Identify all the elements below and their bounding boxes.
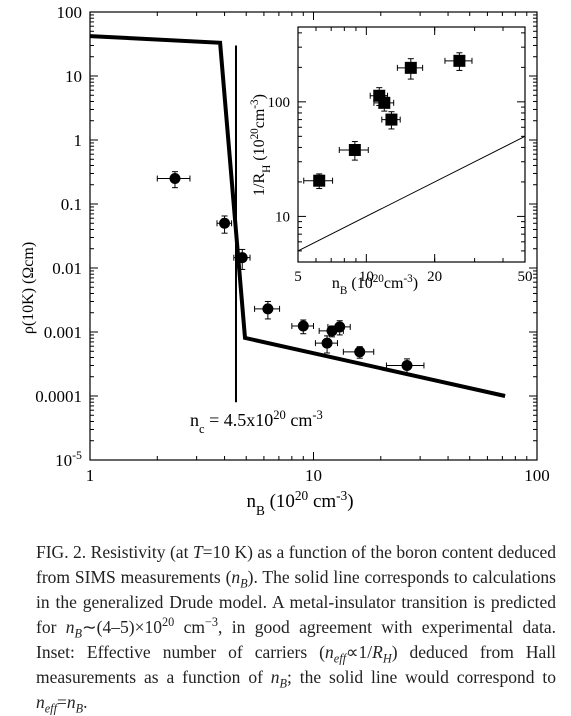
x-tick-label: 100 [524,466,550,485]
caption-text: FIG. 2. Resistivity (at [36,542,193,562]
data-point [385,113,398,126]
caption-text: H [382,651,392,666]
inset-y-label-part: H [261,165,273,173]
data-point [401,359,413,371]
caption-text: B [279,676,288,691]
caption-text: n [36,692,45,712]
y-tick-label: 0.0001 [35,387,82,406]
annotation-part: c [199,422,205,436]
caption-text: . [83,692,88,712]
caption-text: ) deduced from Hall measurements as a fu… [36,642,556,687]
inset-y-label-part: -3 [249,99,261,109]
data-point [354,346,366,358]
x-axis-label-part: -3 [336,488,347,503]
caption-text: =10 K) as a function of the boron conten… [36,542,556,587]
data-point [297,320,309,332]
x-axis-label-part: ) [347,491,353,512]
model-line [89,34,506,398]
caption-text: n [66,692,76,712]
x-tick-label: 20 [427,269,442,285]
plot-frame [297,26,526,263]
x-axis-label-part: cm [308,491,336,512]
y-tick-label: 0.01 [52,259,82,278]
y-tick-label: 10-5 [55,448,82,470]
y-tick-label: 10 [65,67,82,86]
inset-y-label-part: 1/R [251,173,268,196]
data-point [262,303,274,315]
inset-y-label-part: 20 [249,128,261,140]
figure: 1 10 1001001010.10.010.0010.000110-5ρ(10K)… [20,3,550,518]
x-axis-label-part: B [256,503,265,518]
caption-text: −3 [204,615,218,630]
inset-x-label-part: -3 [403,273,413,285]
data-point [404,61,417,74]
data-point [321,337,333,349]
caption-text: R [372,642,383,662]
y-tick-label: 100 [57,3,83,22]
x-axis-label-part: 20 [295,488,309,503]
caption-text: B [75,701,84,716]
caption-text: = [57,692,67,712]
inset-x-label-part: cm [384,275,404,292]
annotation-part: 20 [273,408,286,422]
data-point [334,321,346,333]
data-point [453,54,466,67]
data-point [219,217,231,229]
caption-text: , in good agreement with experimental da… [36,617,556,662]
data-point [348,143,361,156]
inset-y-label-part: ) [251,94,268,99]
data-point [378,96,391,109]
inset-x-label-part: n [332,275,340,292]
inset-y-label-part: cm [251,108,268,128]
annotation-part: -3 [312,408,323,422]
caption-text: T [192,542,203,562]
y-tick-label-sup: -5 [72,448,82,462]
inset-x-label-part: (10 [347,275,372,292]
caption-text: ; the solid line would correspond to [287,667,556,687]
x-tick-label: 1 [86,466,95,485]
caption: FIG. 2. Resistivity (at T=10 K) as a fun… [36,540,556,715]
caption-text: ∝1/ [346,642,373,662]
inset-x-label-part: 20 [373,273,385,285]
y-tick-label-base: 10 [55,451,72,470]
x-tick-label: 10 [305,466,322,485]
y-tick-label: 1 [74,131,83,150]
caption-text: B [74,626,82,641]
x-axis-label: nB (1020 cm-3) [246,488,353,518]
inset-x-label-part: B [340,285,347,297]
caption-text: n [270,667,280,687]
caption-text: eff [44,701,57,716]
model-line [297,135,526,252]
x-tick-label: 10 [359,269,374,285]
y-tick-label: 100 [268,95,291,111]
caption-text: ). The solid line corresponds to calcula… [36,567,556,637]
y-tick-label: 0.1 [61,195,82,214]
annotation-part: n [190,410,199,430]
x-axis-label-part: n [246,491,256,512]
caption-text: 20 [161,615,175,630]
x-tick-label: 5 [294,269,302,285]
x-axis-label-part: (10 [265,491,295,512]
inset-y-label-part: (10 [251,139,268,164]
caption-text: B [240,576,248,591]
annotation-part: = 4.5x10 [205,410,274,430]
data-point [169,173,181,185]
caption-text: cm [174,617,205,637]
inset-y-label: 1/RH (1020cm-3) [249,94,273,196]
caption-text: n [231,567,241,587]
data-point [313,174,326,187]
inset-x-label-part: ) [413,275,418,292]
caption-text: ∼(4–5)×10 [82,617,162,637]
caption-text: n [65,617,75,637]
annotation: nc = 4.5x1020 cm-3 [190,408,323,436]
y-tick-label: 10 [275,210,290,226]
caption-text: n [325,642,334,662]
caption-text: eff [333,651,347,666]
annotation-part: cm [286,410,313,430]
inset-x-label: nB (1020cm-3) [332,273,418,297]
y-tick-label: 0.001 [44,323,82,342]
x-tick-label: 50 [518,269,533,285]
y-axis-label: ρ(10K) (Ωcm) [20,242,37,334]
